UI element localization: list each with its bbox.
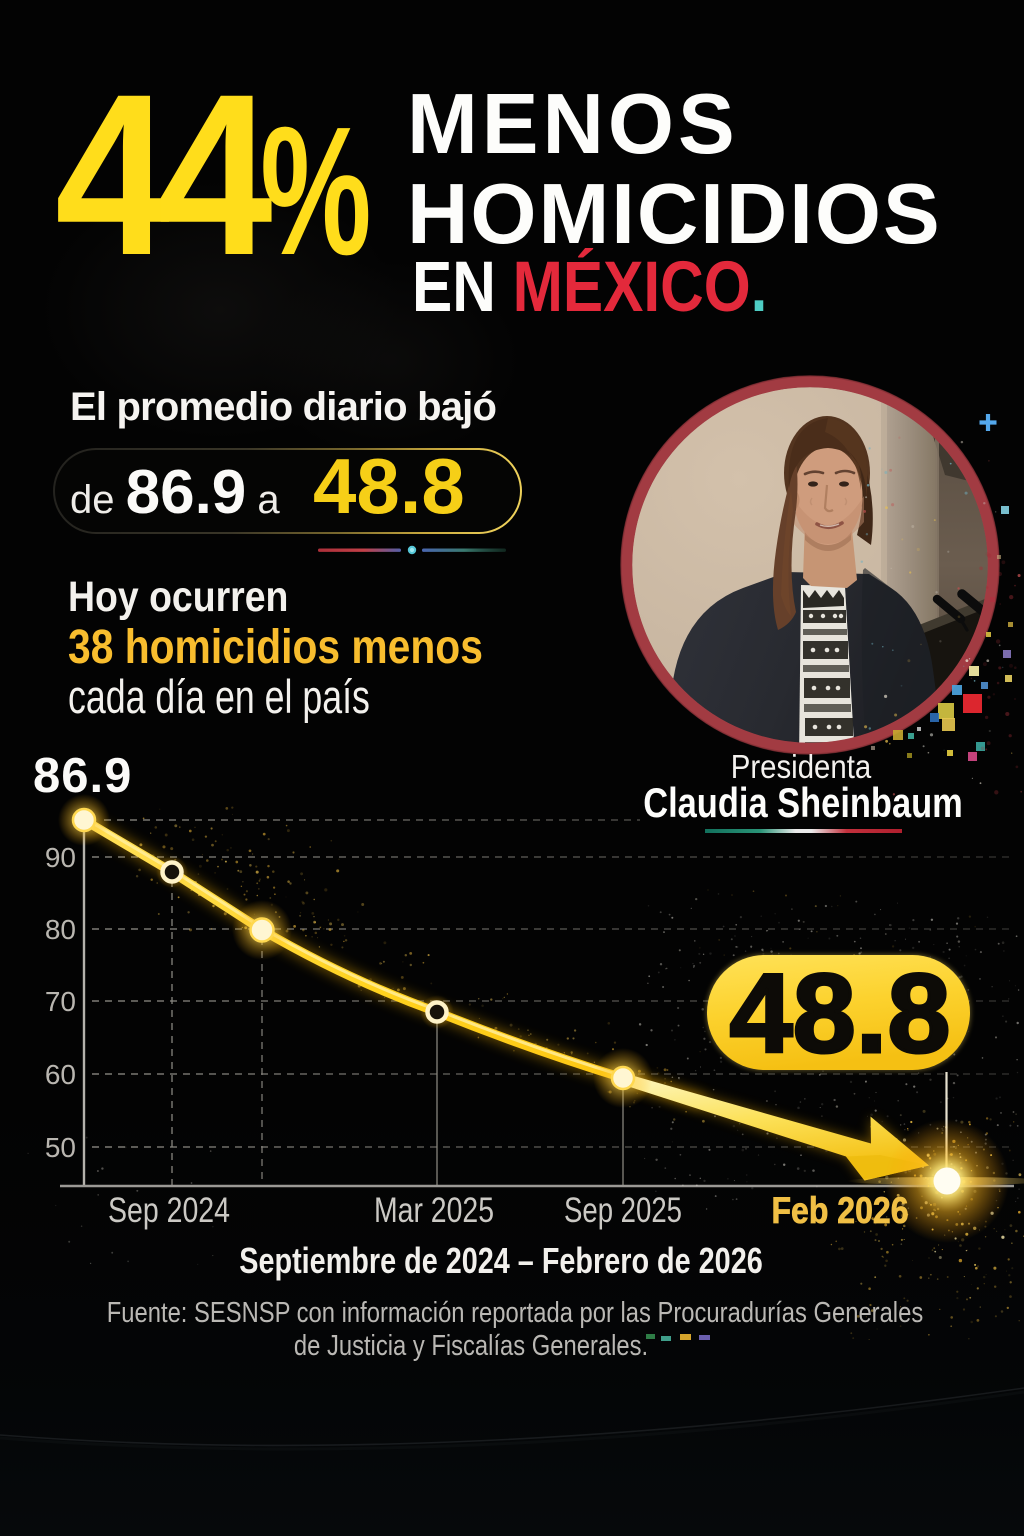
svg-text:Mar 2025: Mar 2025 <box>374 1191 494 1230</box>
svg-text:Sep 2024: Sep 2024 <box>108 1191 230 1230</box>
svg-text:90: 90 <box>45 842 76 873</box>
svg-text:60: 60 <box>45 1059 76 1090</box>
svg-text:70: 70 <box>45 986 76 1017</box>
svg-text:48.8: 48.8 <box>730 951 951 1076</box>
svg-text:Sep 2025: Sep 2025 <box>564 1191 682 1230</box>
svg-text:86.9: 86.9 <box>33 749 132 803</box>
svg-text:Feb 2026: Feb 2026 <box>772 1190 909 1231</box>
svg-text:50: 50 <box>45 1132 76 1163</box>
svg-text:80: 80 <box>45 914 76 945</box>
